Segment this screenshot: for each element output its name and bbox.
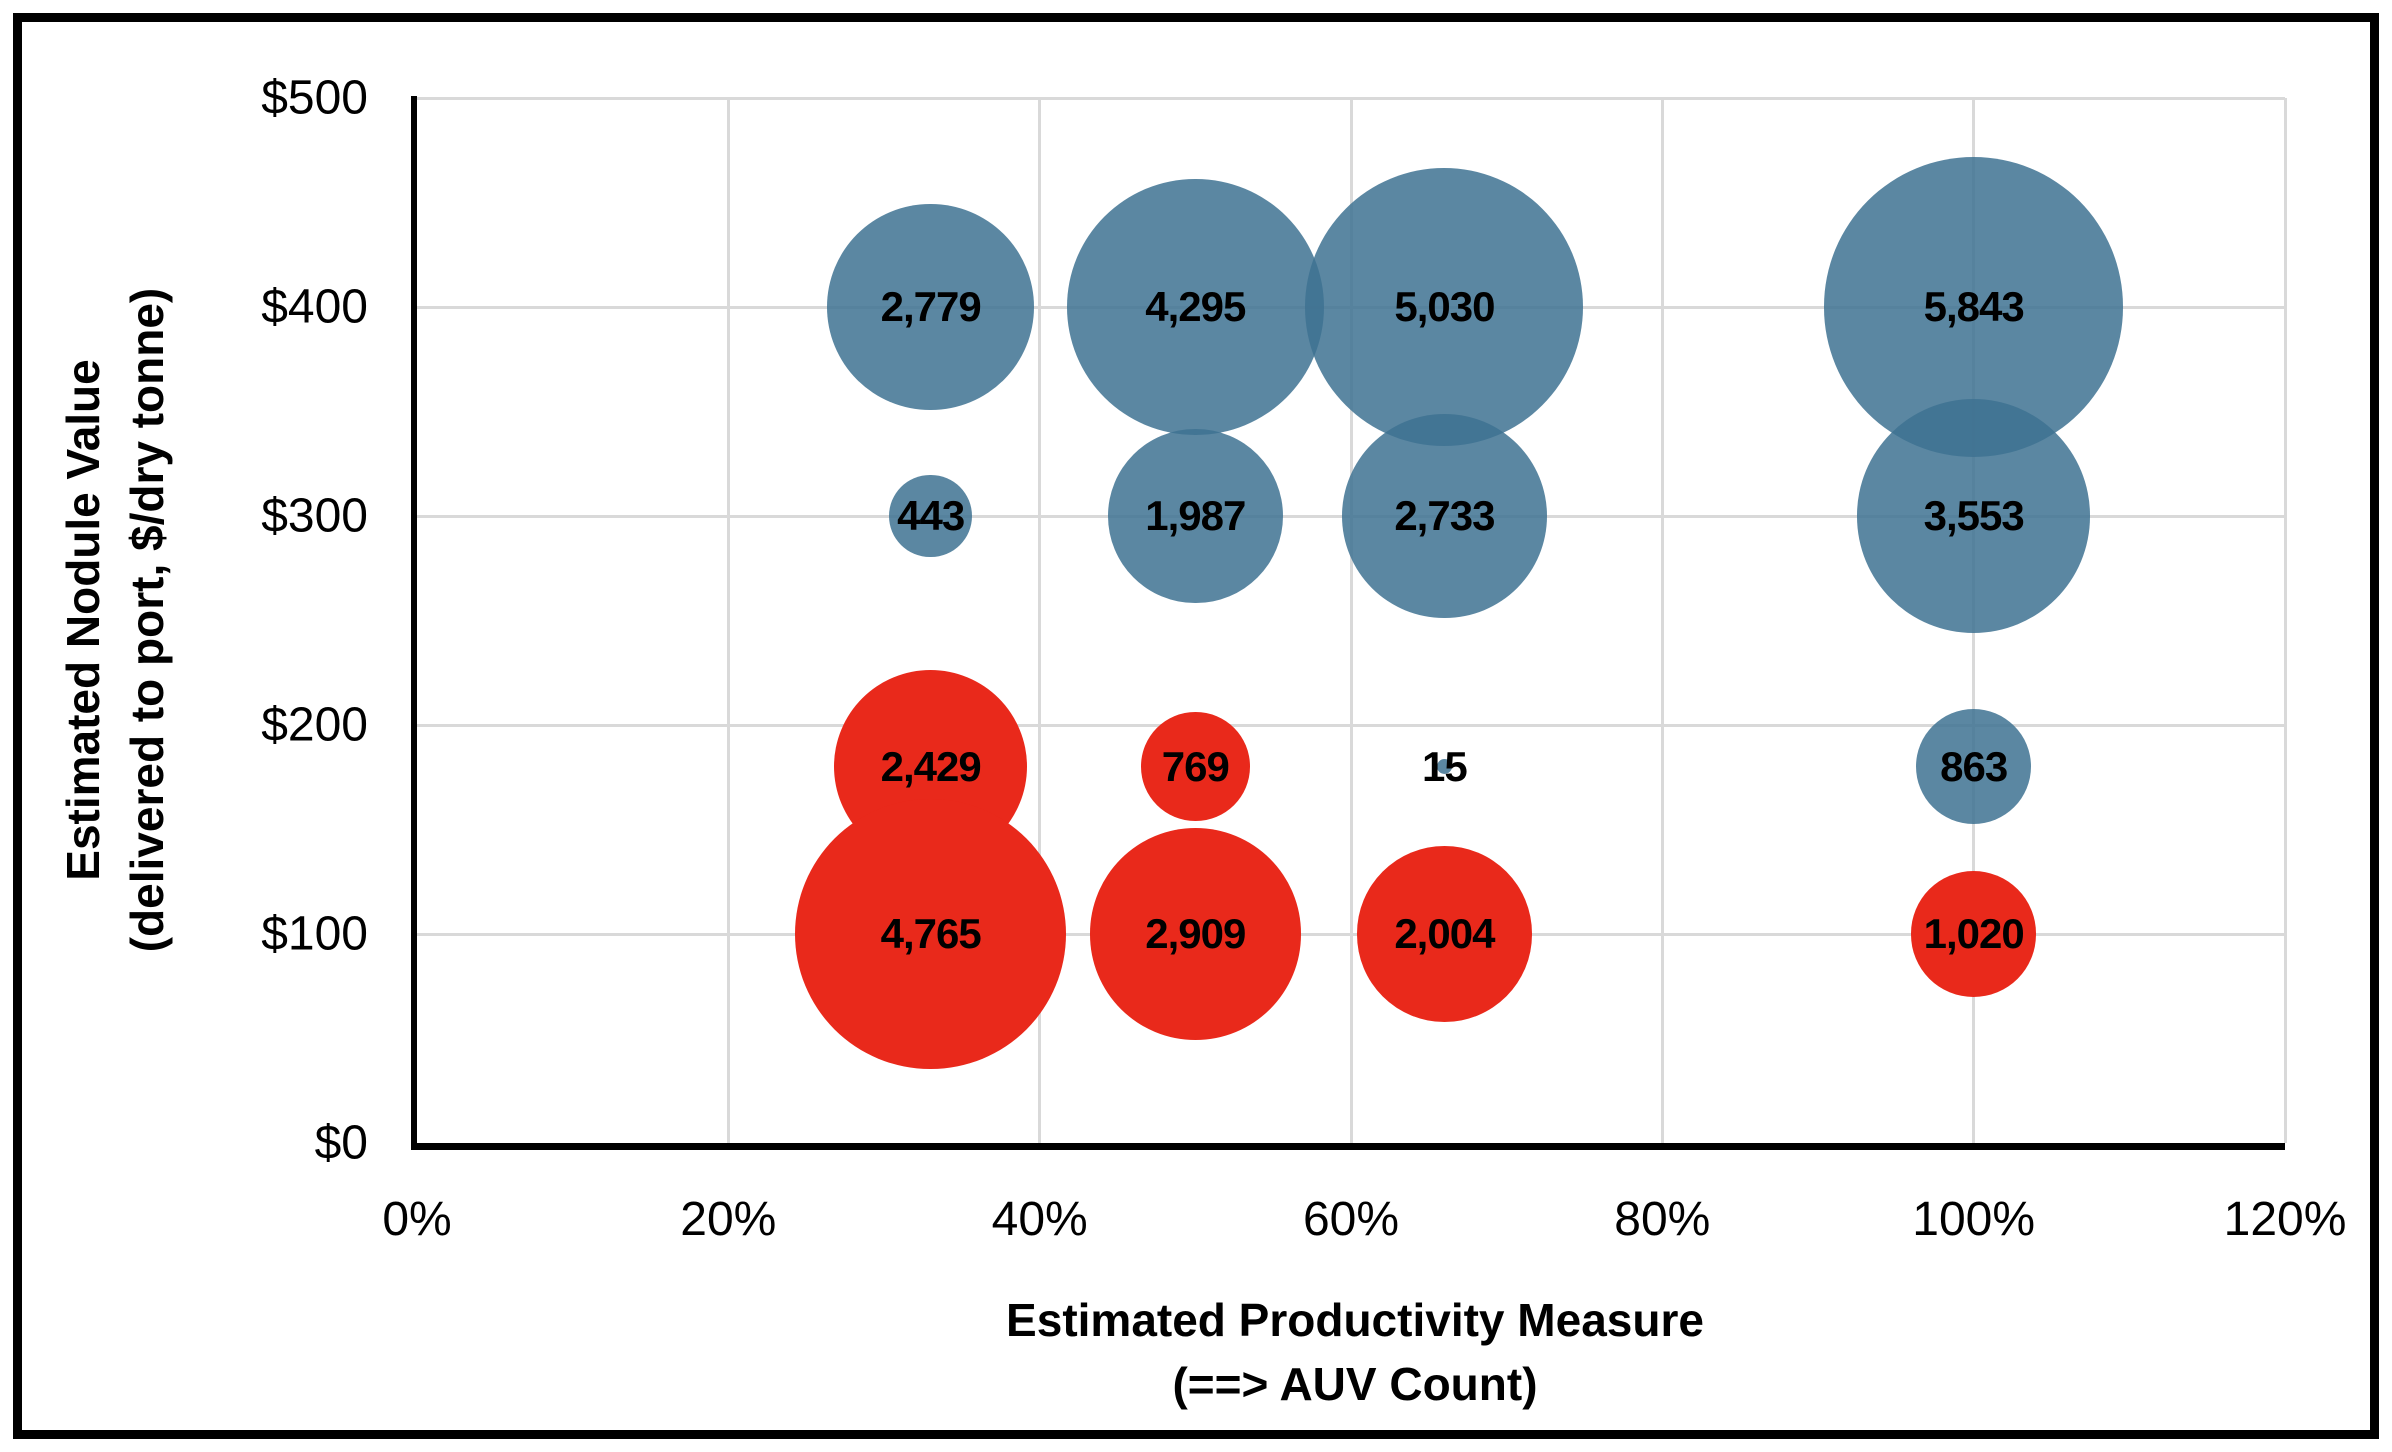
bubble-blue[interactable]: 2,779: [827, 203, 1035, 411]
bubble-blue[interactable]: 15: [1422, 743, 1468, 790]
vertical-gridline: [2283, 98, 2287, 1143]
bubble-blue[interactable]: 5,030: [1305, 167, 1584, 446]
bubble-red[interactable]: 4,765: [795, 798, 1066, 1070]
bubble-label: 2,429: [880, 742, 982, 790]
bubble-label: 4,295: [1145, 282, 1246, 330]
bubble-blue[interactable]: 3,553: [1856, 399, 2091, 633]
x-axis-tick-label: 120%: [2223, 1193, 2347, 1246]
x-axis-line: [411, 1143, 2285, 1150]
x-axis-title: Estimated Productivity Measure (==> AUV …: [1006, 1288, 1704, 1416]
vertical-gridline: [726, 98, 730, 1143]
y-axis-title-line1: Estimated Nodule Value: [57, 359, 109, 881]
x-axis-tick-label: 0%: [382, 1193, 452, 1246]
y-axis-tick-label: $300: [261, 489, 368, 543]
y-axis-tick-label: $400: [261, 280, 368, 334]
bubble-label: 2,779: [880, 282, 982, 330]
x-axis-tick-label: 100%: [1912, 1193, 2036, 1246]
bubble-blue[interactable]: 4,295: [1066, 178, 1324, 436]
bubble-blue[interactable]: 2,733: [1341, 413, 1547, 619]
bubble-red[interactable]: 2,909: [1089, 828, 1302, 1040]
bubble-label: 443: [897, 491, 965, 539]
bubble-label: 5,030: [1394, 282, 1495, 330]
x-axis-tick-label: 80%: [1614, 1193, 1711, 1246]
bubble-label: 1,987: [1145, 491, 1246, 539]
y-axis-tick-label: $500: [261, 71, 368, 125]
x-axis-tick-label: 40%: [991, 1193, 1088, 1246]
bubble-label: 4,765: [880, 909, 982, 957]
vertical-gridline: [1038, 98, 1042, 1143]
bubble-label: 15: [1422, 742, 1468, 790]
y-axis-tick-label: $100: [261, 907, 368, 961]
y-axis-tick-label: $200: [261, 698, 368, 752]
bubble-label: 5,843: [1923, 282, 2025, 330]
bubble-blue[interactable]: 443: [889, 474, 972, 558]
bubble-red[interactable]: 2,004: [1356, 846, 1533, 1022]
bubble-label: 2,909: [1145, 909, 1246, 957]
bubble-label: 863: [1940, 742, 2008, 790]
x-axis-tick-label: 60%: [1302, 1193, 1400, 1246]
x-axis-tick-label: 20%: [680, 1193, 777, 1246]
vertical-gridline: [1660, 98, 1664, 1143]
bubble-red[interactable]: 1,020: [1911, 871, 2037, 997]
horizontal-gridline: [417, 723, 2285, 727]
vertical-gridline: [1349, 98, 1353, 1143]
bubble-blue[interactable]: 1,987: [1107, 428, 1283, 604]
y-axis-line: [411, 96, 417, 1150]
horizontal-gridline: [417, 96, 2285, 100]
bubble-label: 3,553: [1923, 491, 2025, 539]
bubble-label: 769: [1161, 742, 1230, 790]
bubble-label: 2,733: [1394, 491, 1495, 539]
y-axis-tick-label: $0: [314, 1116, 368, 1170]
bubble-label: 1,020: [1923, 909, 2025, 957]
horizontal-gridline: [417, 932, 2285, 936]
y-axis-title-line2: (delivered to port, $/dry tonne): [121, 287, 173, 953]
bubble-blue[interactable]: 863: [1916, 709, 2032, 825]
x-axis-title-line2: (==> AUV Count): [1172, 1358, 1538, 1410]
y-axis-title: Estimated Nodule Value (delivered to por…: [51, 288, 179, 953]
bubble-red[interactable]: 769: [1140, 712, 1250, 822]
bubble-label: 2,004: [1394, 909, 1495, 957]
x-axis-title-line1: Estimated Productivity Measure: [1006, 1294, 1704, 1346]
